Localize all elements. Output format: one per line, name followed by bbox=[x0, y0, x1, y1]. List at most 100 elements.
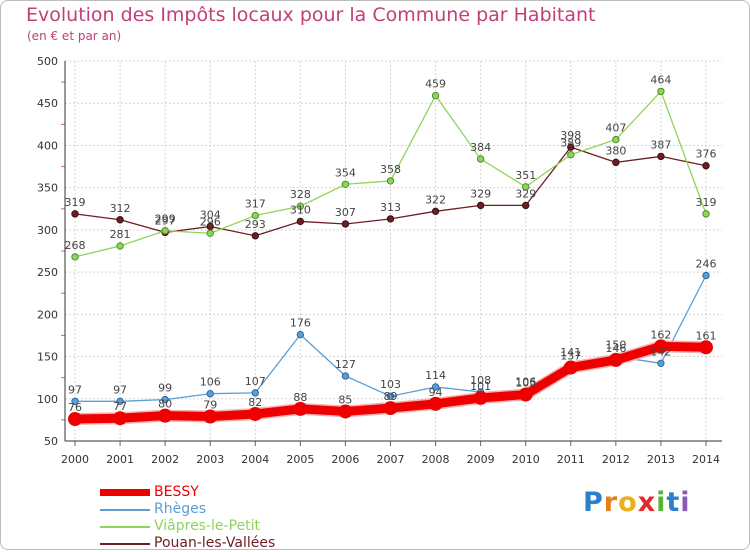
data-label-pouan-les-vall-es: 322 bbox=[425, 193, 446, 206]
data-point-pouan-les-vall-es bbox=[657, 152, 665, 161]
y-tick-label: 100 bbox=[37, 393, 58, 406]
data-label-bessy: 77 bbox=[113, 400, 127, 413]
data-label-vi-pres-le-petit: 389 bbox=[560, 137, 581, 150]
x-tick-label: 2004 bbox=[241, 453, 269, 466]
data-point-rh-ges bbox=[702, 271, 710, 280]
data-point-pouan-les-vall-es bbox=[341, 220, 350, 228]
x-tick-label: 2009 bbox=[467, 453, 495, 466]
x-tick-label: 2005 bbox=[286, 453, 314, 466]
logo-letter: r bbox=[603, 487, 619, 518]
data-label-vi-pres-le-petit: 299 bbox=[155, 213, 176, 226]
data-label-rh-ges: 106 bbox=[200, 376, 221, 389]
y-tick-label: 200 bbox=[37, 308, 58, 321]
data-point-rh-ges bbox=[657, 359, 665, 368]
x-tick-label: 2001 bbox=[106, 453, 134, 466]
data-label-vi-pres-le-petit: 407 bbox=[605, 122, 626, 135]
logo-letter: o bbox=[618, 487, 638, 518]
data-label-layer: 319 312 297 304 293 310 307 313 322 329 329 398 380 3… bbox=[65, 73, 717, 414]
legend-swatch-viapres-le-petit bbox=[100, 526, 150, 528]
data-label-rh-ges: 97 bbox=[68, 383, 82, 396]
data-label-bessy: 76 bbox=[68, 401, 82, 414]
data-label-vi-pres-le-petit: 464 bbox=[650, 73, 671, 86]
legend-label-pouan-les-vallees: Pouan-les-Vallées bbox=[154, 535, 276, 551]
data-point-vi-pres-le-petit bbox=[657, 87, 665, 96]
x-tick-label: 2012 bbox=[602, 453, 630, 466]
x-tick-label: 2010 bbox=[512, 453, 540, 466]
chart-subtitle: (en € et par an) bbox=[27, 29, 122, 43]
data-label-vi-pres-le-petit: 268 bbox=[65, 239, 86, 252]
data-label-pouan-les-vall-es: 329 bbox=[470, 187, 491, 200]
x-tick-label: 2011 bbox=[557, 453, 585, 466]
data-label-pouan-les-vall-es: 307 bbox=[335, 206, 356, 219]
data-label-bessy: 94 bbox=[429, 386, 443, 399]
data-point-bessy bbox=[203, 409, 218, 424]
data-point-pouan-les-vall-es bbox=[251, 232, 259, 240]
data-label-rh-ges: 97 bbox=[113, 383, 127, 396]
data-label-pouan-les-vall-es: 310 bbox=[290, 203, 311, 216]
data-label-bessy: 79 bbox=[203, 399, 217, 412]
data-point-pouan-les-vall-es bbox=[71, 210, 79, 218]
data-label-vi-pres-le-petit: 319 bbox=[696, 196, 717, 209]
data-label-rh-ges: 99 bbox=[158, 382, 172, 395]
y-tick-label: 450 bbox=[37, 97, 58, 110]
data-label-vi-pres-le-petit: 384 bbox=[470, 141, 491, 154]
data-label-pouan-les-vall-es: 387 bbox=[650, 138, 671, 151]
data-point-bessy bbox=[699, 340, 713, 355]
data-label-pouan-les-vall-es: 293 bbox=[245, 218, 266, 231]
data-label-bessy: 80 bbox=[158, 398, 172, 411]
y-tick-label: 350 bbox=[37, 182, 58, 195]
data-point-pouan-les-vall-es bbox=[522, 201, 530, 210]
data-point-pouan-les-vall-es bbox=[612, 158, 620, 167]
data-label-rh-ges: 150 bbox=[605, 339, 626, 352]
x-tick-label: 2008 bbox=[422, 453, 450, 466]
data-label-vi-pres-le-petit: 459 bbox=[425, 78, 446, 91]
data-label-vi-pres-le-petit: 354 bbox=[335, 166, 356, 179]
data-point-bessy bbox=[383, 401, 398, 416]
y-tick-label: 250 bbox=[37, 266, 58, 279]
y-tick-label: 300 bbox=[37, 224, 58, 237]
logo-letter: i bbox=[656, 487, 667, 518]
data-label-rh-ges: 107 bbox=[245, 375, 266, 388]
y-tick-label: 50 bbox=[44, 435, 58, 448]
data-point-rh-ges bbox=[71, 397, 79, 406]
data-label-rh-ges: 106 bbox=[515, 376, 536, 389]
data-point-bessy bbox=[608, 352, 623, 367]
data-point-pouan-les-vall-es bbox=[567, 143, 575, 151]
data-label-pouan-les-vall-es: 312 bbox=[110, 202, 131, 215]
line-chart: 50 100 150 200 250 300 350 400 450 500 2000 2001 200… bbox=[37, 55, 722, 466]
data-point-bessy bbox=[518, 387, 533, 402]
data-point-bessy bbox=[473, 390, 488, 405]
data-point-rh-ges bbox=[161, 395, 169, 404]
data-label-pouan-les-vall-es: 297 bbox=[155, 214, 176, 227]
data-label-rh-ges: 246 bbox=[696, 257, 717, 270]
data-point-vi-pres-le-petit bbox=[296, 202, 305, 210]
data-point-bessy bbox=[653, 339, 668, 354]
legend-label-bessy: BESSY bbox=[154, 484, 199, 500]
data-label-bessy: 161 bbox=[696, 329, 717, 342]
data-label-vi-pres-le-petit: 317 bbox=[245, 198, 266, 211]
logo-letter: t bbox=[666, 487, 681, 518]
data-point-vi-pres-le-petit bbox=[71, 253, 79, 261]
data-point-bessy bbox=[293, 401, 308, 416]
data-label-vi-pres-le-petit: 328 bbox=[290, 188, 311, 201]
data-label-pouan-les-vall-es: 380 bbox=[605, 144, 626, 157]
series-layer bbox=[68, 87, 713, 427]
data-label-pouan-les-vall-es: 304 bbox=[200, 209, 221, 222]
legend-swatch-rheges bbox=[100, 509, 150, 511]
y-tick-label: 400 bbox=[37, 139, 58, 152]
data-label-vi-pres-le-petit: 281 bbox=[110, 228, 131, 241]
data-point-vi-pres-le-petit bbox=[116, 242, 124, 250]
x-tick-label: 2002 bbox=[151, 453, 179, 466]
data-label-rh-ges: 141 bbox=[560, 346, 581, 359]
data-label-bessy: 162 bbox=[650, 328, 671, 341]
data-point-rh-ges bbox=[431, 383, 440, 391]
data-label-rh-ges: 127 bbox=[335, 358, 356, 371]
data-point-bessy bbox=[158, 408, 173, 423]
data-point-rh-ges bbox=[206, 390, 214, 398]
data-label-rh-ges: 142 bbox=[650, 345, 671, 358]
data-point-vi-pres-le-petit bbox=[341, 180, 350, 188]
data-label-rh-ges: 103 bbox=[380, 378, 401, 391]
data-point-vi-pres-le-petit bbox=[567, 151, 575, 159]
data-label-bessy: 89 bbox=[384, 390, 398, 403]
data-label-rh-ges: 108 bbox=[470, 374, 491, 387]
